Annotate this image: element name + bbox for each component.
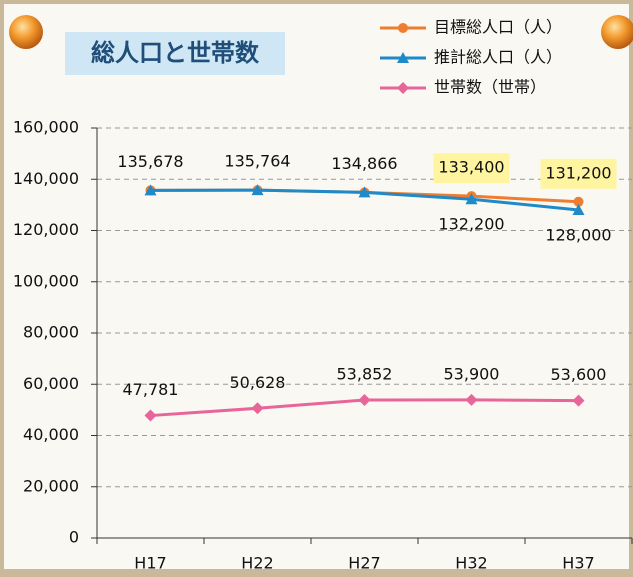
x-tick-label: H37 [562, 554, 594, 573]
data-label: 53,600 [551, 365, 607, 384]
x-tick-label: H22 [241, 554, 273, 573]
x-tick-label: H27 [348, 554, 380, 573]
x-tick-label: H17 [134, 554, 166, 573]
legend-label: 世帯数（世帯） [434, 78, 546, 97]
data-label: 132,200 [438, 215, 504, 234]
marker [398, 23, 408, 33]
data-label: 53,900 [444, 364, 500, 383]
y-tick-label: 160,000 [13, 118, 79, 137]
data-label: 134,866 [331, 154, 397, 173]
y-tick-label: 40,000 [23, 425, 79, 444]
data-label: 128,000 [545, 226, 611, 245]
legend-label: 目標総人口（人） [434, 18, 562, 37]
y-tick-label: 100,000 [13, 271, 79, 290]
y-tick-label: 0 [69, 528, 79, 547]
y-tick-label: 20,000 [23, 476, 79, 495]
data-label: 50,628 [230, 373, 286, 392]
y-tick-label: 80,000 [23, 323, 79, 342]
data-label: 135,678 [117, 152, 183, 171]
chart-title: 総人口と世帯数 [91, 39, 260, 67]
y-tick-label: 120,000 [13, 220, 79, 239]
legend-label: 推計総人口（人） [434, 48, 562, 67]
data-label: 53,852 [337, 365, 393, 384]
data-label: 47,781 [123, 380, 179, 399]
x-tick-label: H32 [455, 554, 487, 573]
y-tick-label: 140,000 [13, 169, 79, 188]
ornament [9, 15, 43, 49]
data-label: 131,200 [545, 163, 611, 182]
chart: 総人口と世帯数 0 20,000 40,000 60,000 80,000 100,000… [0, 0, 633, 573]
y-tick-label: 60,000 [23, 374, 79, 393]
data-label: 135,764 [224, 152, 290, 171]
data-label: 133,400 [438, 158, 504, 177]
